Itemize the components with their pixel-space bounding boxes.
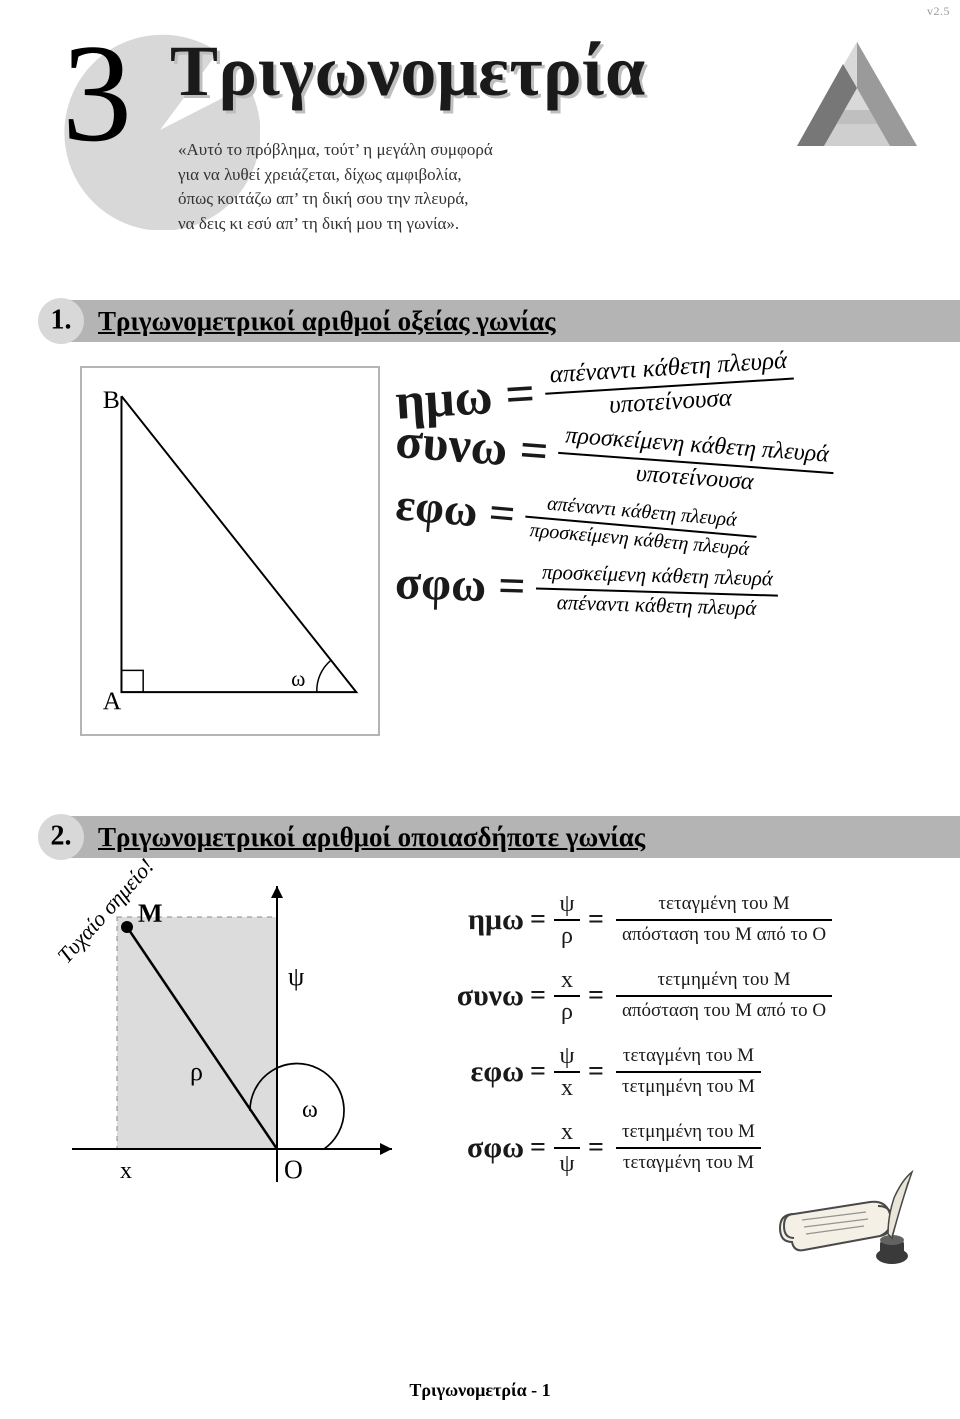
eq-fn: σφω [430, 1131, 524, 1165]
eq-short-frac: xρ [554, 968, 580, 1024]
section1-content: Β Α ω ημω = απέναντι κάθετη πλευρά υποτε… [0, 366, 960, 796]
ratio-frac: προσκείμενη κάθετη πλευρά απέναντι κάθετ… [535, 559, 779, 621]
section1-title: Τριγωνομετρικοί αριθμοί οξείας γωνίας [98, 306, 556, 337]
eq-short-frac: ψx [554, 1044, 580, 1100]
section2-content: Τυχαίο σημείο! Μ ψ ρ ω [0, 882, 960, 1302]
section2-number: 2. [51, 820, 72, 852]
penrose-triangle-icon [792, 38, 922, 163]
eq-fn: εφω [430, 1055, 524, 1089]
eq-word-frac: τετμημένη του Μαπόσταση του Μ από το Ο [616, 969, 832, 1023]
ratio-frac: απέναντι κάθετη πλευρά προσκείμενη κάθετ… [523, 489, 759, 561]
eq-word-frac: τεταγμένη του Μτετμημένη του Μ [616, 1045, 761, 1099]
scroll-quill-icon [774, 1160, 914, 1270]
section1-bullet: 1. [38, 298, 84, 344]
coordinate-diagram: Μ ψ ρ ω x Ο [72, 882, 402, 1212]
chapter-title-text: Τριγωνομετρία [170, 31, 646, 111]
svg-text:Μ: Μ [138, 899, 163, 928]
chapter-number-icon: 3 [62, 24, 132, 164]
section2-band: Τριγωνομετρικοί αριθμοί οποιασδήποτε γων… [70, 816, 960, 858]
eq-short-frac: ψρ [554, 892, 580, 948]
section1-formulas: ημω = απέναντι κάθετη πλευρά υποτείνουσα… [395, 354, 915, 628]
svg-text:Α: Α [103, 686, 122, 715]
ratio-frac: απέναντι κάθετη πλευρά υποτείνουσα [543, 346, 796, 425]
eq-short-frac: xψ [554, 1120, 580, 1176]
section2-heading: 2. Τριγωνομετρικοί αριθμοί οποιασδήποτε … [0, 816, 960, 858]
equation-row: ημω = ψρ = τεταγμένη του Μαπόσταση του Μ… [430, 892, 860, 948]
svg-text:ω: ω [291, 667, 305, 691]
page: v2.5 3 Τριγωνομετρία Τριγωνομετρία «Αυτό… [0, 0, 960, 1419]
page-footer: Τριγωνομετρία - 1 [0, 1380, 960, 1401]
svg-text:ω: ω [302, 1097, 318, 1123]
eq-fn: ημω [430, 903, 524, 937]
section2-bullet: 2. [38, 814, 84, 860]
ratio-frac: προσκείμενη κάθετη πλευρά υποτείνουσα [556, 421, 836, 503]
chapter-title: Τριγωνομετρία Τριγωνομετρία [170, 30, 646, 113]
section1-number: 1. [51, 304, 72, 336]
ratio-fn: συνω = [394, 411, 551, 480]
svg-text:Ο: Ο [284, 1155, 303, 1184]
eq-word-frac: τετμημένη του Μτεταγμένη του Μ [616, 1121, 761, 1175]
section1-heading: 1. Τριγωνομετρικοί αριθμοί οξείας γωνίας [0, 300, 960, 342]
section2-equations: ημω = ψρ = τεταγμένη του Μαπόσταση του Μ… [430, 892, 860, 1196]
ratio-fn: εφω = [394, 477, 518, 540]
chapter-header: 3 Τριγωνομετρία Τριγωνομετρία «Αυτό το π… [0, 0, 960, 280]
eq-word-frac: τεταγμένη του Μαπόσταση του Μ από το Ο [616, 893, 832, 947]
svg-text:x: x [120, 1158, 132, 1184]
ratio-num: προσκείμενη κάθετη πλευρά [536, 559, 780, 591]
equation-row: συνω = xρ = τετμημένη του Μαπόσταση του … [430, 968, 860, 1024]
equation-row: εφω = ψx = τεταγμένη του Μτετμημένη του … [430, 1044, 860, 1100]
section1-band: Τριγωνομετρικοί αριθμοί οξείας γωνίας [70, 300, 960, 342]
ratio-fn: σφω = [394, 555, 526, 614]
right-triangle-diagram: Β Α ω [80, 366, 380, 736]
eq-fn: συνω [430, 979, 524, 1013]
chapter-quote: «Αυτό το πρόβλημα, τούτ’ η μεγάλη συμφορ… [178, 138, 648, 237]
svg-text:ρ: ρ [190, 1057, 203, 1086]
ratio-num: απέναντι κάθετη πλευρά [543, 346, 794, 391]
svg-text:Β: Β [103, 385, 120, 414]
section2-title: Τριγωνομετρικοί αριθμοί οποιασδήποτε γων… [98, 822, 645, 853]
svg-text:ψ: ψ [288, 962, 304, 991]
